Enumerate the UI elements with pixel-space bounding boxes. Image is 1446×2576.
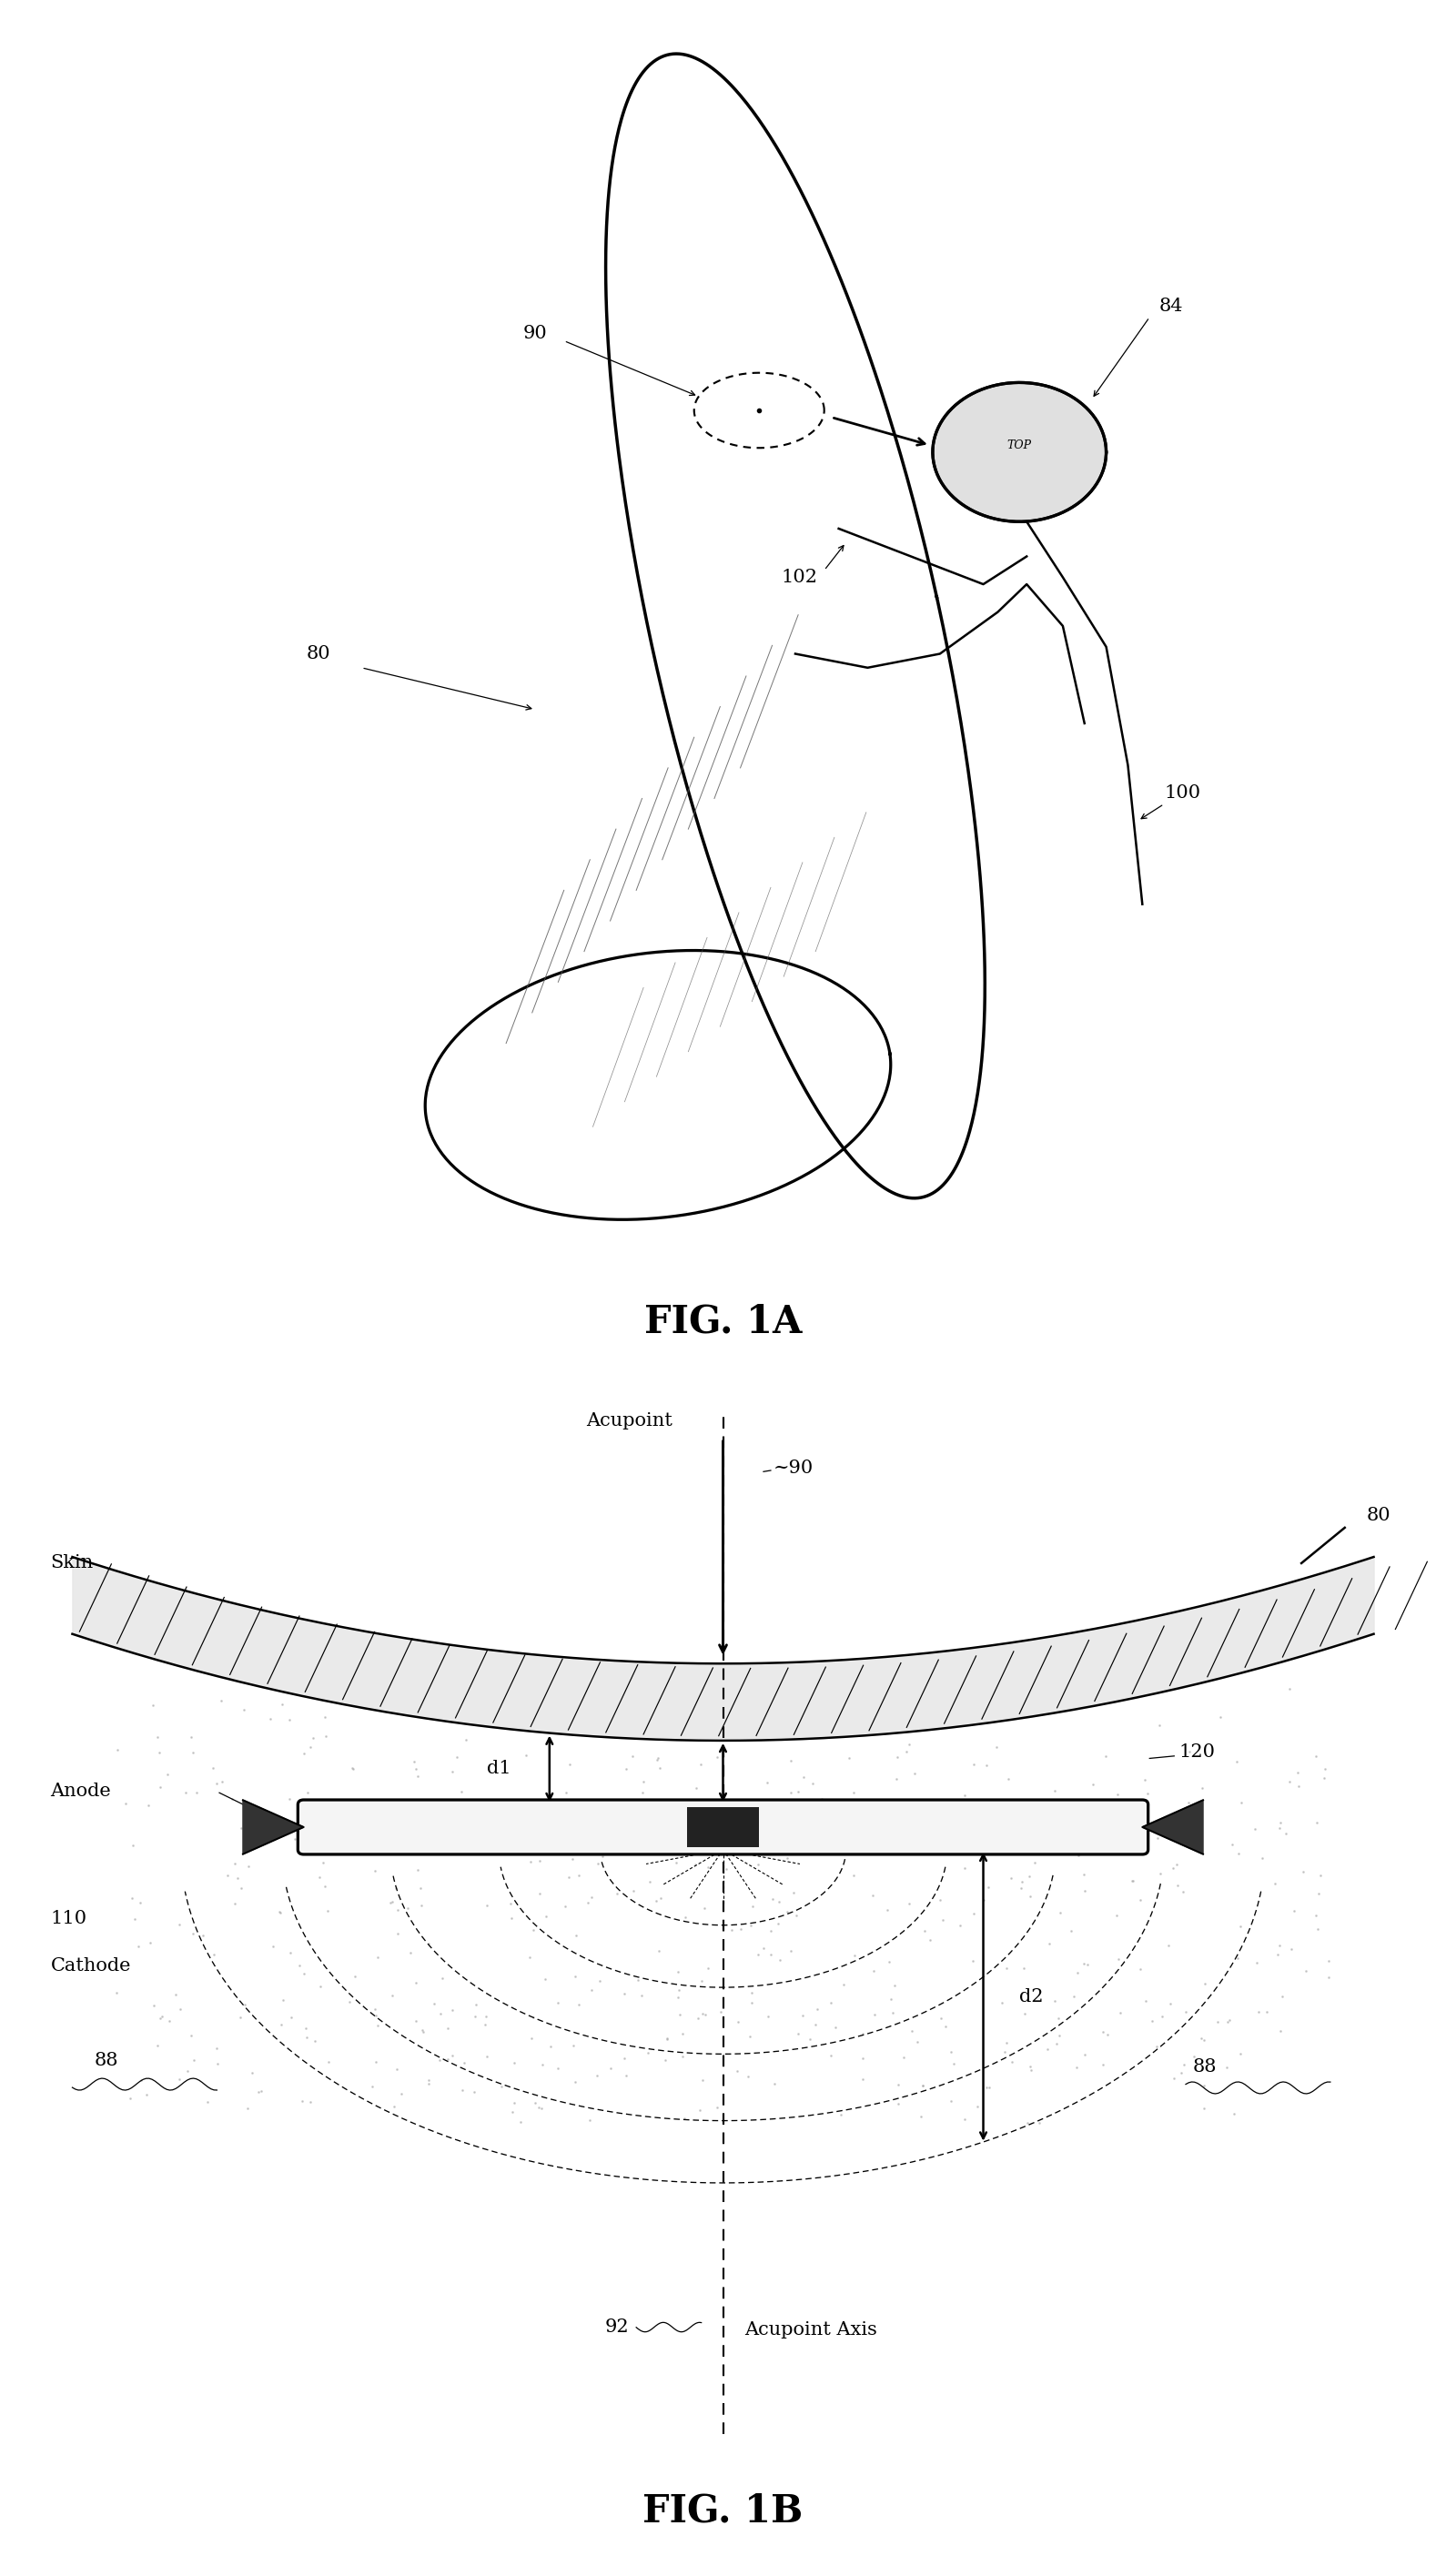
- FancyBboxPatch shape: [687, 1806, 759, 1847]
- Text: 88: 88: [1193, 2058, 1218, 2076]
- Polygon shape: [1142, 1801, 1203, 1855]
- Text: Skin: Skin: [51, 1553, 94, 1571]
- Text: d2: d2: [1019, 1989, 1044, 2004]
- Text: TOP: TOP: [1008, 440, 1031, 451]
- Text: 84: 84: [1160, 296, 1183, 314]
- Text: 80: 80: [307, 644, 330, 662]
- Text: 92: 92: [604, 2318, 629, 2336]
- Text: Acupoint: Acupoint: [586, 1412, 672, 1430]
- Text: 120: 120: [1178, 1744, 1215, 1762]
- Text: 90: 90: [523, 325, 547, 343]
- Text: 100: 100: [1164, 783, 1200, 801]
- Text: d1: d1: [487, 1759, 510, 1777]
- Text: 102: 102: [781, 569, 817, 585]
- Text: Acupoint Axis: Acupoint Axis: [745, 2321, 878, 2339]
- Polygon shape: [243, 1801, 304, 1855]
- Text: FIG. 1A: FIG. 1A: [643, 1303, 803, 1340]
- Text: FIG. 1B: FIG. 1B: [643, 2491, 803, 2530]
- Text: 88: 88: [94, 2053, 119, 2069]
- Text: 110: 110: [51, 1909, 87, 1927]
- Text: 80: 80: [1366, 1507, 1391, 1525]
- Text: Anode: Anode: [51, 1783, 111, 1801]
- Text: Cathode: Cathode: [51, 1958, 132, 1973]
- Text: ~90: ~90: [774, 1461, 814, 1476]
- FancyBboxPatch shape: [298, 1801, 1148, 1855]
- Polygon shape: [933, 384, 1106, 520]
